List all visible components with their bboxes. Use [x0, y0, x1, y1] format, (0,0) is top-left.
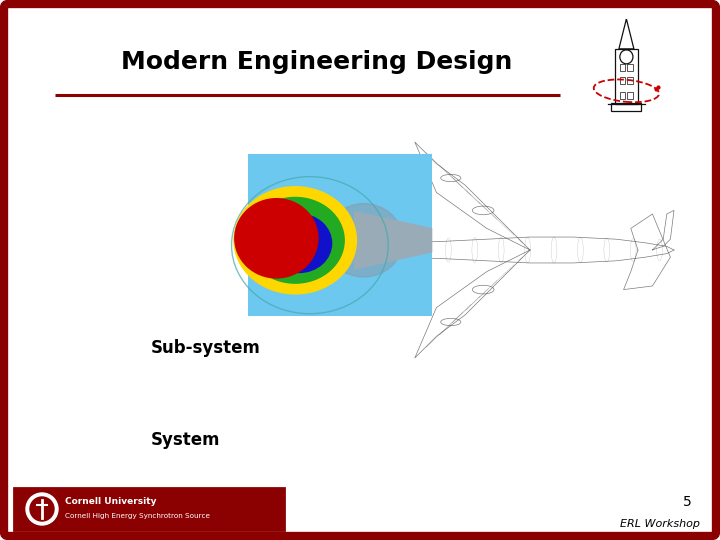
Bar	[627, 77, 633, 84]
Ellipse shape	[325, 204, 403, 277]
Bar	[620, 77, 626, 84]
Circle shape	[26, 493, 58, 525]
FancyBboxPatch shape	[4, 4, 716, 536]
Bar	[248, 154, 432, 316]
Ellipse shape	[235, 199, 318, 278]
Bar	[620, 64, 626, 71]
Bar	[615, 49, 638, 104]
Ellipse shape	[267, 214, 332, 273]
Text: Cornell High Energy Synchrotron Source: Cornell High Energy Synchrotron Source	[65, 513, 210, 519]
Text: Modern Engineering Design: Modern Engineering Design	[121, 50, 513, 74]
Text: 5: 5	[683, 495, 692, 509]
Circle shape	[30, 497, 54, 521]
Bar	[627, 92, 633, 99]
Text: Sub-system: Sub-system	[151, 339, 261, 357]
Ellipse shape	[246, 198, 344, 283]
Bar	[14, 488, 284, 530]
Text: ERL Workshop: ERL Workshop	[620, 519, 700, 529]
Ellipse shape	[234, 187, 356, 294]
Bar	[620, 92, 626, 99]
Text: System: System	[151, 431, 221, 449]
Bar	[611, 103, 642, 111]
Polygon shape	[354, 211, 432, 269]
Text: Cornell University: Cornell University	[65, 497, 156, 507]
Bar	[627, 64, 633, 71]
